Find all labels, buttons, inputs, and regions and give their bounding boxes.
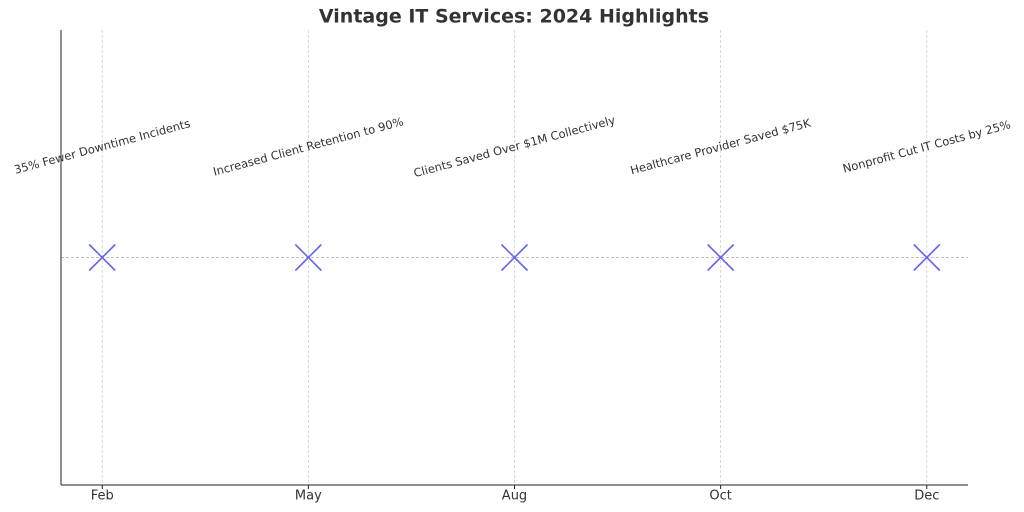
marker xyxy=(707,243,735,272)
marker xyxy=(294,243,322,272)
marker xyxy=(913,243,941,272)
x-tick-label: Feb xyxy=(91,489,114,504)
x-tick-label: Dec xyxy=(914,489,939,504)
annotation: Increased Client Retention to 90% xyxy=(212,114,405,178)
marker xyxy=(500,243,529,272)
x-tick-label: May xyxy=(295,489,322,504)
annotation: Healthcare Provider Saved $75K xyxy=(629,116,813,178)
x-tick-label: Oct xyxy=(709,489,731,504)
chart-title: Vintage IT Services: 2024 Highlights xyxy=(319,6,709,28)
marker xyxy=(88,243,116,272)
x-tick-label: Aug xyxy=(502,489,527,504)
